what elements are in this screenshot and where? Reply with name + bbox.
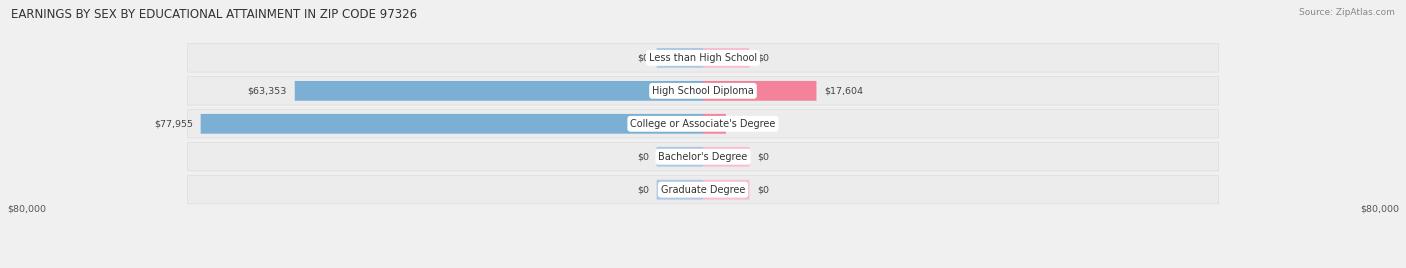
FancyBboxPatch shape <box>657 48 703 68</box>
Text: $63,353: $63,353 <box>247 86 287 95</box>
Text: $3,563: $3,563 <box>734 119 766 128</box>
Text: $80,000: $80,000 <box>7 204 46 213</box>
FancyBboxPatch shape <box>703 114 725 134</box>
FancyBboxPatch shape <box>657 180 703 200</box>
Text: Source: ZipAtlas.com: Source: ZipAtlas.com <box>1299 8 1395 17</box>
FancyBboxPatch shape <box>201 114 703 134</box>
Text: $0: $0 <box>637 185 650 194</box>
Text: College or Associate's Degree: College or Associate's Degree <box>630 119 776 129</box>
FancyBboxPatch shape <box>703 48 749 68</box>
FancyBboxPatch shape <box>187 110 1219 138</box>
Text: $80,000: $80,000 <box>1360 204 1399 213</box>
FancyBboxPatch shape <box>703 147 749 167</box>
Text: Graduate Degree: Graduate Degree <box>661 185 745 195</box>
FancyBboxPatch shape <box>295 81 703 101</box>
FancyBboxPatch shape <box>187 176 1219 204</box>
Text: $0: $0 <box>637 152 650 161</box>
Text: High School Diploma: High School Diploma <box>652 86 754 96</box>
Text: $0: $0 <box>756 152 769 161</box>
FancyBboxPatch shape <box>187 143 1219 171</box>
FancyBboxPatch shape <box>657 147 703 167</box>
FancyBboxPatch shape <box>187 44 1219 72</box>
Text: Bachelor's Degree: Bachelor's Degree <box>658 152 748 162</box>
FancyBboxPatch shape <box>703 81 817 101</box>
Text: EARNINGS BY SEX BY EDUCATIONAL ATTAINMENT IN ZIP CODE 97326: EARNINGS BY SEX BY EDUCATIONAL ATTAINMEN… <box>11 8 418 21</box>
FancyBboxPatch shape <box>187 77 1219 105</box>
Text: $17,604: $17,604 <box>824 86 863 95</box>
Text: $0: $0 <box>756 53 769 62</box>
Text: $0: $0 <box>637 53 650 62</box>
Text: Less than High School: Less than High School <box>650 53 756 63</box>
FancyBboxPatch shape <box>703 180 749 200</box>
Text: $77,955: $77,955 <box>153 119 193 128</box>
Text: $0: $0 <box>756 185 769 194</box>
